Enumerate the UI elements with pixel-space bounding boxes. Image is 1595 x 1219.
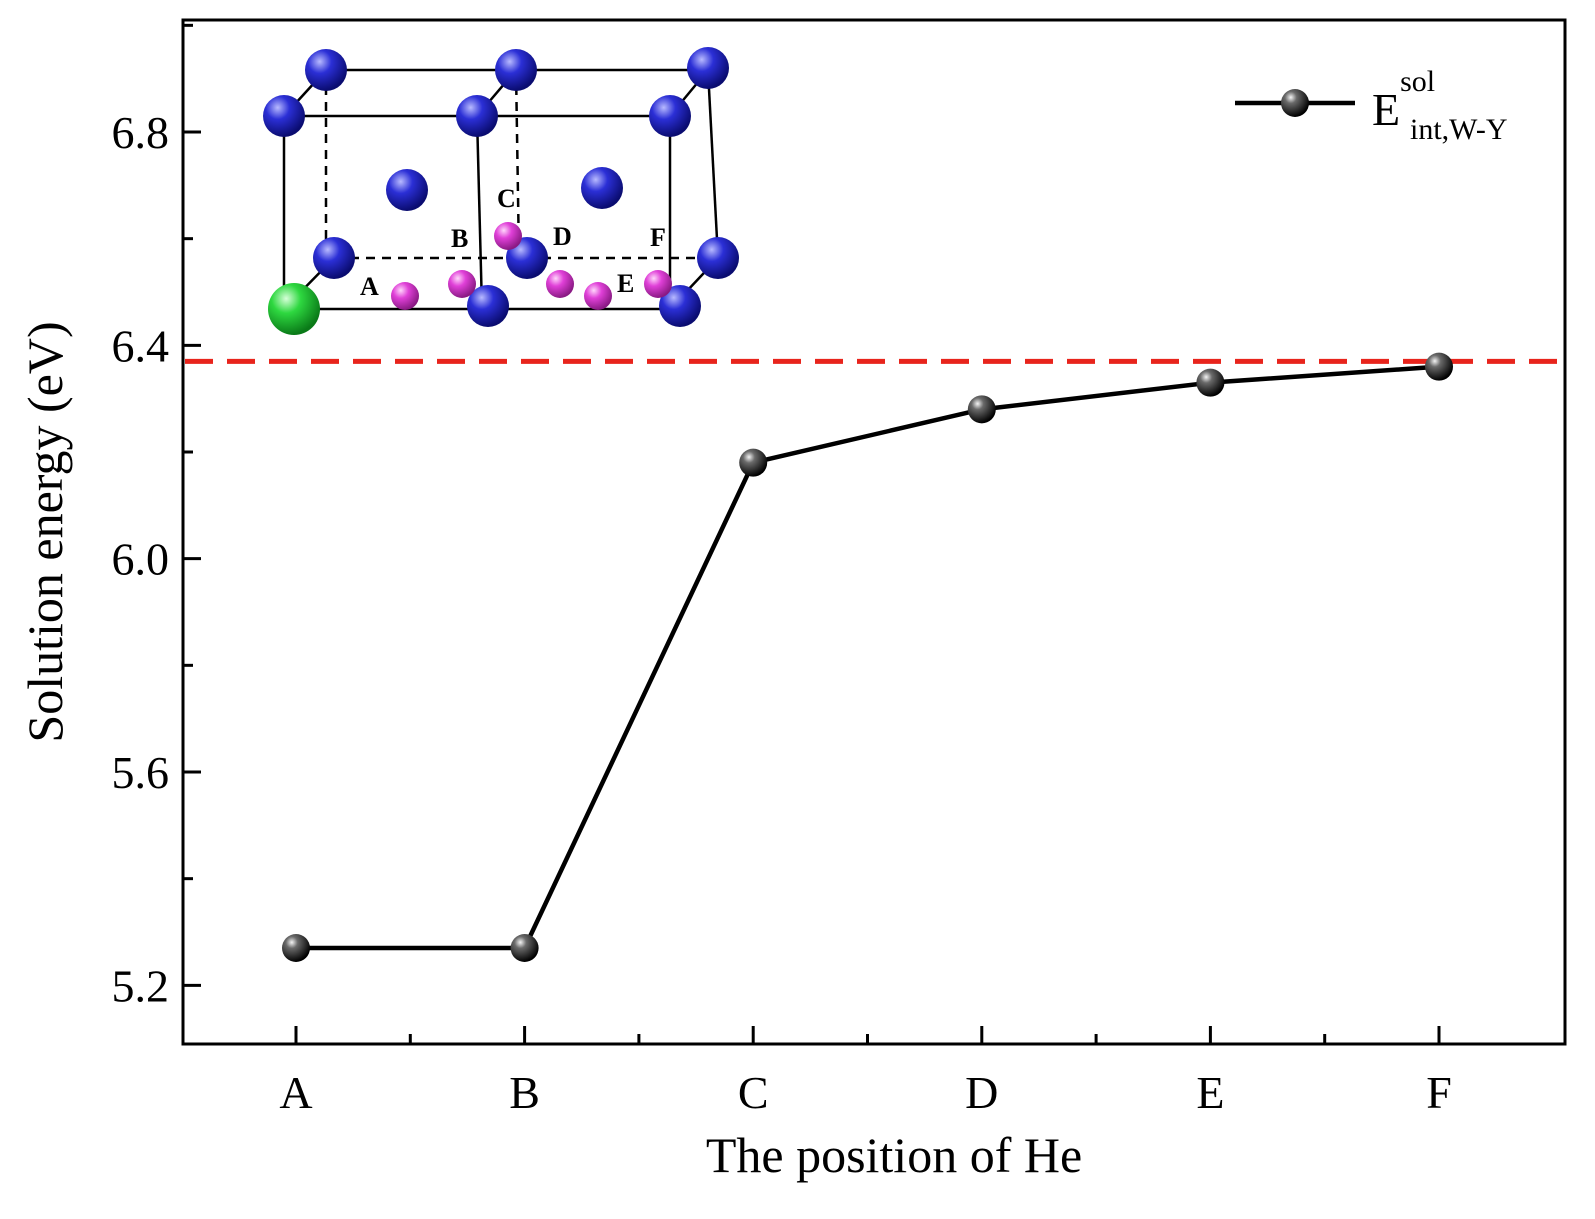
y-tick-label: 6.4 [112, 320, 170, 371]
inset-label-f: F [650, 223, 666, 252]
x-tick-label: C [738, 1067, 769, 1118]
x-axis-title: The position of He [706, 1127, 1082, 1183]
data-point-f [1425, 352, 1453, 381]
legend-label-base: E [1372, 84, 1400, 135]
inset-site-labels: A B C D E F [360, 184, 666, 301]
y-tick-label: 5.6 [112, 747, 170, 798]
legend-label-sub: int,W-Y [1410, 113, 1508, 146]
x-axis-ticks: A B C D E F [279, 1026, 1452, 1118]
inset-tungsten-atoms [263, 47, 739, 327]
y-tick-label: 6.8 [112, 107, 170, 158]
data-point-b [510, 934, 539, 962]
data-point-c [739, 448, 768, 477]
legend: Esol int,W-Y [1235, 65, 1508, 146]
legend-series-label: Esol int,W-Y [1372, 65, 1508, 146]
legend-marker [1281, 89, 1309, 117]
x-tick-label: D [965, 1067, 998, 1118]
crystal-structure-inset: A B C D E F [263, 47, 739, 335]
inset-yttrium-atom [268, 283, 320, 335]
inset-label-c: C [497, 184, 516, 213]
series-points [282, 352, 1453, 962]
data-point-d [967, 395, 996, 424]
series-line [296, 364, 1440, 951]
inset-helium-sites [391, 222, 672, 310]
inset-label-b: B [451, 224, 468, 253]
x-tick-label: B [509, 1067, 540, 1118]
y-tick-label: 6.0 [112, 534, 170, 585]
data-point-e [1196, 368, 1225, 397]
inset-label-e: E [617, 269, 634, 298]
inset-label-d: D [553, 222, 572, 251]
y-axis-ticks: 5.2 5.6 6.0 6.4 6.8 [112, 23, 201, 1011]
x-tick-label: A [279, 1067, 312, 1118]
legend-label-sup: sol [1400, 65, 1435, 98]
x-tick-label: E [1196, 1067, 1224, 1118]
plot-frame [181, 18, 1567, 1046]
y-axis-title: Solution energy (eV) [17, 321, 73, 742]
x-tick-label: F [1426, 1067, 1452, 1118]
data-point-a [282, 934, 310, 962]
inset-label-a: A [360, 272, 379, 301]
y-tick-label: 5.2 [112, 960, 170, 1011]
